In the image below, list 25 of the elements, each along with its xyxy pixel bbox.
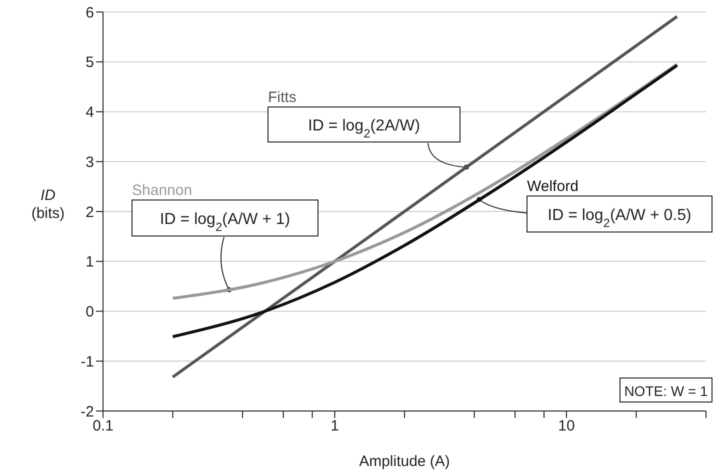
x-tick-label: 0.1 (92, 418, 114, 435)
y-tick-label: 5 (86, 54, 94, 72)
y-tick-label: 2 (86, 204, 94, 221)
y-tick-label: 3 (86, 154, 94, 171)
y-tick-label: -1 (80, 353, 94, 370)
annotation: ID = log$_{2}$(A/W + 1) (160, 211, 290, 234)
y-axis-title: ID (bits) (31, 187, 65, 222)
x-axis-title: Amplitude (A) (359, 453, 450, 470)
formula-box: NOTE: W = 1 (620, 378, 712, 402)
y-tick-label: 4 (86, 104, 94, 122)
y-tick-label: -2 (80, 403, 94, 420)
formula-box: ID = log$_{2}$(A/W + 1) (132, 200, 318, 236)
y-tick-label: 0 (86, 304, 94, 321)
series-label: Welford (527, 178, 578, 195)
y-tick-label: 6 (86, 4, 94, 22)
formula-box: ID = log$_{2}$(2A/W) (268, 106, 460, 142)
text: Shannon (132, 182, 192, 199)
x-tick-label: 10 (558, 418, 575, 435)
y-tick-label: 1 (86, 254, 94, 271)
annotation: ID = log$_{2}$(2A/W) (308, 118, 420, 140)
text: Fitts (268, 89, 296, 106)
x-tick-label: 1 (330, 418, 339, 435)
annotation: NOTE: W = 1 (624, 383, 708, 399)
annotation: ID = log$_{2}$(A/W + 0.5) (548, 207, 692, 230)
formula-box: ID = log$_{2}$(A/W + 0.5) (526, 196, 712, 232)
